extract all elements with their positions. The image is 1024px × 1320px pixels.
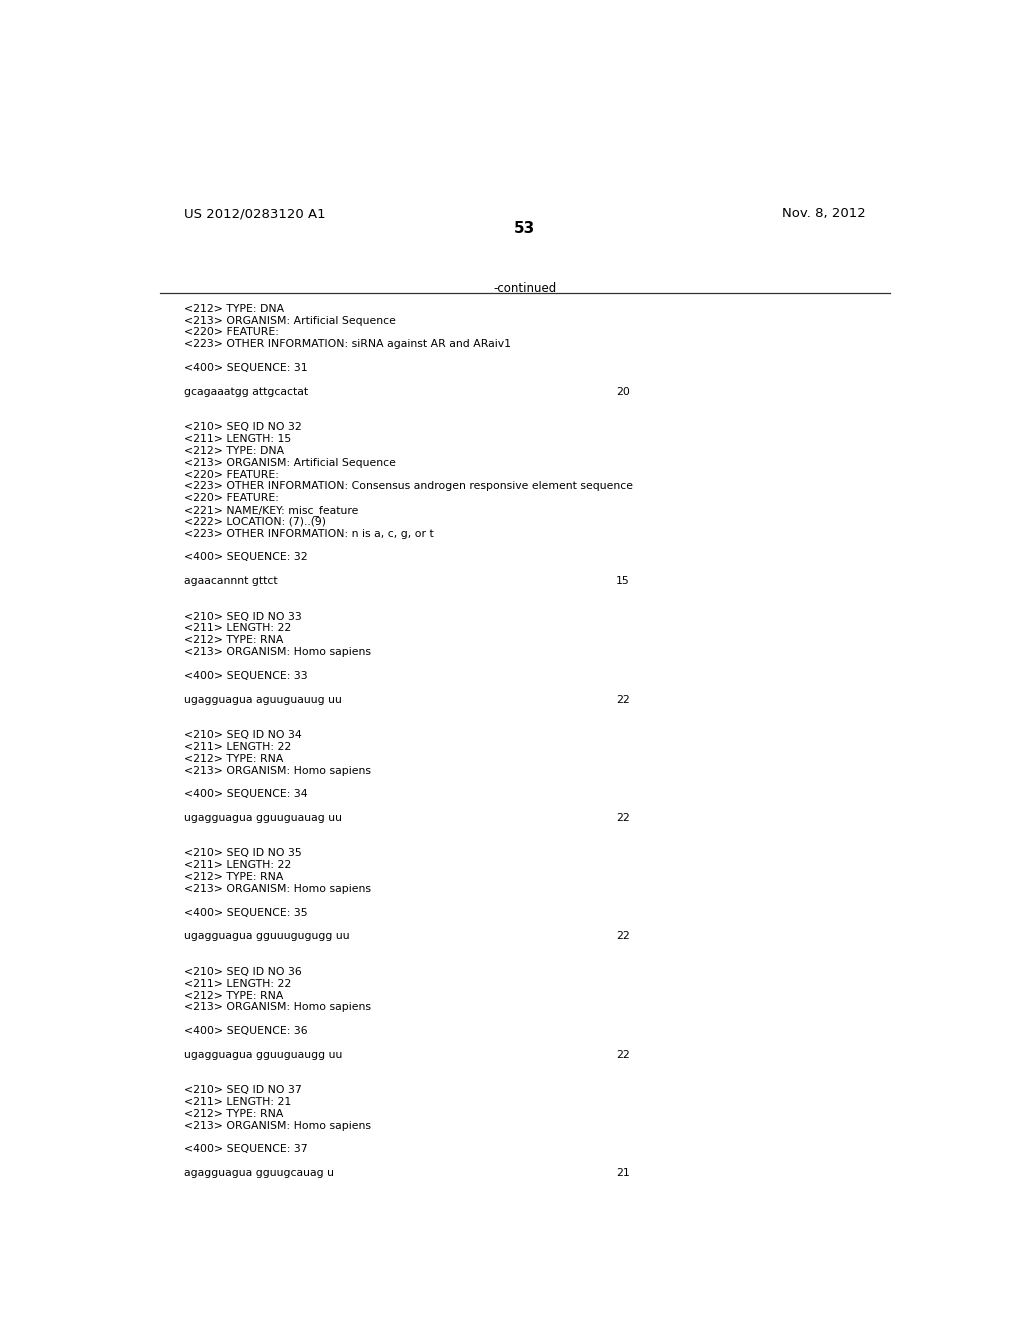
Text: <221> NAME/KEY: misc_feature: <221> NAME/KEY: misc_feature bbox=[183, 506, 358, 516]
Text: <212> TYPE: RNA: <212> TYPE: RNA bbox=[183, 1109, 283, 1119]
Text: <211> LENGTH: 22: <211> LENGTH: 22 bbox=[183, 623, 291, 634]
Text: US 2012/0283120 A1: US 2012/0283120 A1 bbox=[183, 207, 326, 220]
Text: <211> LENGTH: 22: <211> LENGTH: 22 bbox=[183, 861, 291, 870]
Text: 53: 53 bbox=[514, 222, 536, 236]
Text: <213> ORGANISM: Artificial Sequence: <213> ORGANISM: Artificial Sequence bbox=[183, 315, 395, 326]
Text: <400> SEQUENCE: 33: <400> SEQUENCE: 33 bbox=[183, 671, 307, 681]
Text: -continued: -continued bbox=[494, 282, 556, 296]
Text: <400> SEQUENCE: 36: <400> SEQUENCE: 36 bbox=[183, 1026, 307, 1036]
Text: <400> SEQUENCE: 32: <400> SEQUENCE: 32 bbox=[183, 552, 307, 562]
Text: 22: 22 bbox=[616, 932, 630, 941]
Text: <210> SEQ ID NO 32: <210> SEQ ID NO 32 bbox=[183, 422, 301, 432]
Text: <212> TYPE: DNA: <212> TYPE: DNA bbox=[183, 304, 284, 314]
Text: <210> SEQ ID NO 34: <210> SEQ ID NO 34 bbox=[183, 730, 301, 741]
Text: <213> ORGANISM: Homo sapiens: <213> ORGANISM: Homo sapiens bbox=[183, 647, 371, 657]
Text: <400> SEQUENCE: 31: <400> SEQUENCE: 31 bbox=[183, 363, 307, 374]
Text: agagguagua gguugcauag u: agagguagua gguugcauag u bbox=[183, 1168, 334, 1179]
Text: <213> ORGANISM: Homo sapiens: <213> ORGANISM: Homo sapiens bbox=[183, 884, 371, 894]
Text: <223> OTHER INFORMATION: Consensus androgen responsive element sequence: <223> OTHER INFORMATION: Consensus andro… bbox=[183, 482, 633, 491]
Text: <213> ORGANISM: Homo sapiens: <213> ORGANISM: Homo sapiens bbox=[183, 1121, 371, 1131]
Text: 20: 20 bbox=[616, 387, 630, 396]
Text: <213> ORGANISM: Homo sapiens: <213> ORGANISM: Homo sapiens bbox=[183, 1002, 371, 1012]
Text: <211> LENGTH: 21: <211> LENGTH: 21 bbox=[183, 1097, 291, 1107]
Text: <210> SEQ ID NO 37: <210> SEQ ID NO 37 bbox=[183, 1085, 301, 1096]
Text: 22: 22 bbox=[616, 813, 630, 822]
Text: <220> FEATURE:: <220> FEATURE: bbox=[183, 470, 279, 479]
Text: 21: 21 bbox=[616, 1168, 630, 1179]
Text: ugagguagua gguuguaugg uu: ugagguagua gguuguaugg uu bbox=[183, 1049, 342, 1060]
Text: 15: 15 bbox=[616, 576, 630, 586]
Text: <223> OTHER INFORMATION: n is a, c, g, or t: <223> OTHER INFORMATION: n is a, c, g, o… bbox=[183, 529, 433, 539]
Text: <213> ORGANISM: Artificial Sequence: <213> ORGANISM: Artificial Sequence bbox=[183, 458, 395, 467]
Text: <212> TYPE: DNA: <212> TYPE: DNA bbox=[183, 446, 284, 455]
Text: <210> SEQ ID NO 33: <210> SEQ ID NO 33 bbox=[183, 611, 301, 622]
Text: <220> FEATURE:: <220> FEATURE: bbox=[183, 494, 279, 503]
Text: 22: 22 bbox=[616, 1049, 630, 1060]
Text: Nov. 8, 2012: Nov. 8, 2012 bbox=[782, 207, 866, 220]
Text: <222> LOCATION: (7)..(9): <222> LOCATION: (7)..(9) bbox=[183, 517, 326, 527]
Text: <211> LENGTH: 15: <211> LENGTH: 15 bbox=[183, 434, 291, 444]
Text: <212> TYPE: RNA: <212> TYPE: RNA bbox=[183, 635, 283, 645]
Text: <400> SEQUENCE: 37: <400> SEQUENCE: 37 bbox=[183, 1144, 307, 1155]
Text: ugagguagua gguuguauag uu: ugagguagua gguuguauag uu bbox=[183, 813, 342, 822]
Text: <212> TYPE: RNA: <212> TYPE: RNA bbox=[183, 990, 283, 1001]
Text: <210> SEQ ID NO 36: <210> SEQ ID NO 36 bbox=[183, 966, 301, 977]
Text: gcagaaatgg attgcactat: gcagaaatgg attgcactat bbox=[183, 387, 307, 396]
Text: <212> TYPE: RNA: <212> TYPE: RNA bbox=[183, 873, 283, 882]
Text: <210> SEQ ID NO 35: <210> SEQ ID NO 35 bbox=[183, 849, 301, 858]
Text: agaacannnt gttct: agaacannnt gttct bbox=[183, 576, 278, 586]
Text: <400> SEQUENCE: 34: <400> SEQUENCE: 34 bbox=[183, 789, 307, 799]
Text: ugagguagua gguuugugugg uu: ugagguagua gguuugugugg uu bbox=[183, 932, 349, 941]
Text: <212> TYPE: RNA: <212> TYPE: RNA bbox=[183, 754, 283, 764]
Text: 22: 22 bbox=[616, 694, 630, 705]
Text: <220> FEATURE:: <220> FEATURE: bbox=[183, 327, 279, 338]
Text: <400> SEQUENCE: 35: <400> SEQUENCE: 35 bbox=[183, 908, 307, 917]
Text: <213> ORGANISM: Homo sapiens: <213> ORGANISM: Homo sapiens bbox=[183, 766, 371, 776]
Text: <223> OTHER INFORMATION: siRNA against AR and ARaiv1: <223> OTHER INFORMATION: siRNA against A… bbox=[183, 339, 511, 350]
Text: ugagguagua aguuguauug uu: ugagguagua aguuguauug uu bbox=[183, 694, 341, 705]
Text: <211> LENGTH: 22: <211> LENGTH: 22 bbox=[183, 978, 291, 989]
Text: <211> LENGTH: 22: <211> LENGTH: 22 bbox=[183, 742, 291, 752]
